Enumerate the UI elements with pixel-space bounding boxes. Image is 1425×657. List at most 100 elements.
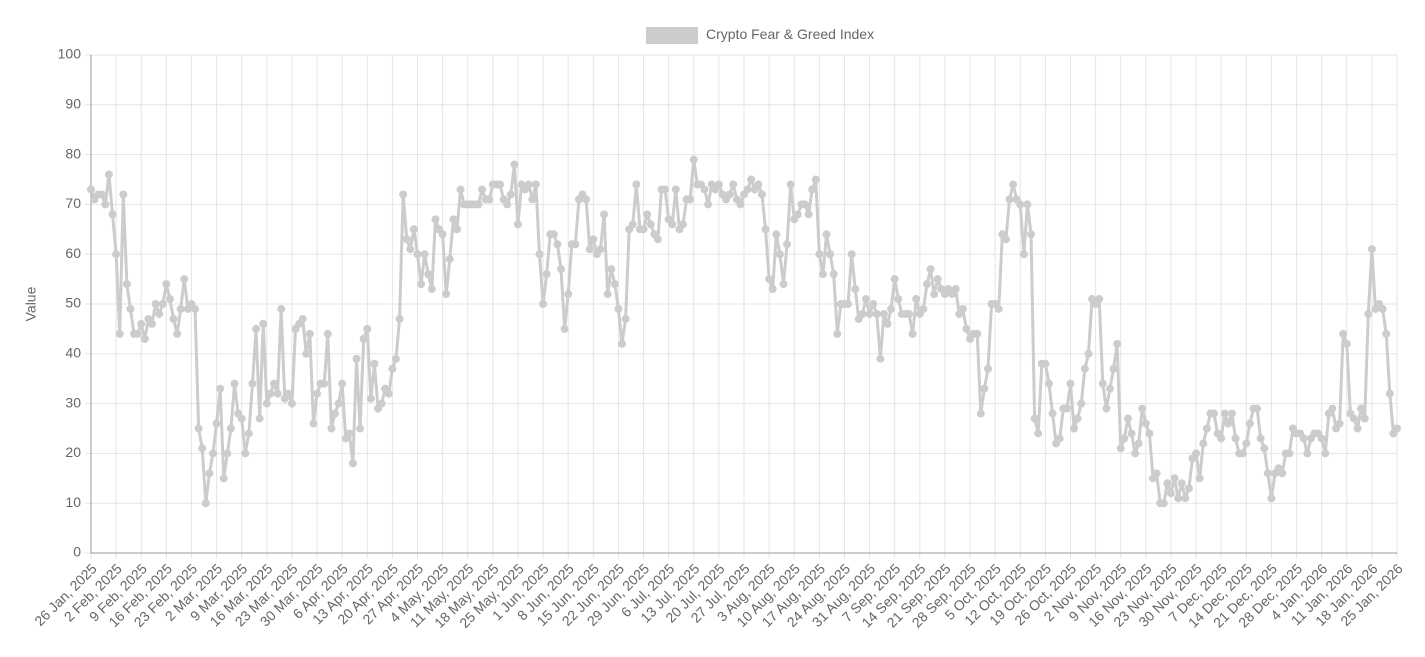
data-point: [775, 250, 784, 259]
data-point: [1095, 295, 1104, 304]
data-point: [829, 270, 838, 279]
data-point: [1335, 419, 1344, 428]
data-point: [1019, 250, 1028, 259]
data-point: [980, 384, 989, 393]
data-point: [912, 295, 921, 304]
data-point: [1070, 424, 1079, 433]
data-point: [557, 265, 566, 274]
data-point: [524, 180, 533, 189]
data-point: [958, 304, 967, 313]
data-point: [1382, 329, 1391, 338]
data-point: [1109, 364, 1118, 373]
y-tick-label: 10: [65, 494, 81, 510]
data-point: [861, 295, 870, 304]
data-point: [768, 285, 777, 294]
data-point: [1062, 404, 1071, 413]
data-point: [1048, 409, 1057, 418]
data-point: [359, 334, 368, 343]
data-point: [603, 290, 612, 299]
data-point: [743, 185, 752, 194]
data-point: [1267, 494, 1276, 503]
data-point: [323, 329, 332, 338]
data-point: [1385, 389, 1394, 398]
data-point: [962, 324, 971, 333]
data-point: [671, 185, 680, 194]
data-point: [757, 190, 766, 199]
data-point: [1278, 469, 1287, 478]
data-point: [1123, 414, 1132, 423]
data-point: [244, 429, 253, 438]
data-point: [1077, 399, 1086, 408]
data-point: [851, 285, 860, 294]
data-point: [582, 195, 591, 204]
data-point: [761, 225, 770, 234]
data-point: [725, 190, 734, 199]
data-point: [1260, 444, 1269, 453]
data-point: [391, 354, 400, 363]
data-point: [1364, 309, 1373, 318]
data-point: [417, 280, 426, 289]
data-point: [930, 290, 939, 299]
data-point: [800, 200, 809, 209]
data-point: [112, 250, 121, 259]
y-tick-label: 50: [65, 295, 81, 311]
data-point: [844, 300, 853, 308]
data-point: [513, 220, 522, 229]
data-point: [804, 210, 813, 219]
data-point: [714, 180, 723, 189]
data-point: [700, 185, 709, 194]
data-point: [1357, 404, 1366, 413]
data-point: [607, 265, 616, 274]
data-point: [485, 195, 494, 204]
data-point: [241, 449, 250, 458]
data-point: [1202, 424, 1211, 433]
legend-label: Crypto Fear & Greed Index: [706, 26, 874, 42]
data-point: [137, 319, 146, 328]
data-point: [553, 240, 562, 249]
data-point: [653, 235, 662, 244]
data-point: [327, 424, 336, 433]
data-point: [643, 210, 652, 219]
data-point: [922, 280, 931, 289]
data-point: [1285, 449, 1294, 458]
data-point: [679, 220, 688, 229]
y-tick-label: 90: [65, 96, 81, 112]
data-point: [1378, 304, 1387, 313]
data-point: [496, 180, 505, 189]
data-point: [1116, 444, 1125, 453]
data-point: [305, 329, 314, 338]
data-point: [628, 220, 637, 229]
data-point: [858, 309, 867, 318]
data-point: [639, 225, 648, 234]
data-point: [933, 275, 942, 284]
data-point: [449, 215, 458, 224]
data-point: [879, 309, 888, 318]
data-point: [205, 469, 214, 478]
data-point: [808, 185, 817, 194]
data-point: [704, 200, 713, 209]
data-point: [668, 220, 677, 229]
data-point: [528, 195, 537, 204]
data-point: [887, 304, 896, 313]
data-point: [786, 180, 795, 189]
data-point: [589, 235, 598, 244]
data-point: [252, 324, 261, 333]
data-point: [1253, 404, 1262, 413]
data-point: [287, 399, 296, 408]
data-point: [783, 240, 792, 249]
data-point: [994, 304, 1003, 313]
data-point: [1005, 195, 1014, 204]
data-point: [983, 364, 992, 373]
data-point: [330, 409, 339, 418]
data-point: [298, 314, 307, 323]
data-point: [133, 329, 142, 338]
data-point: [1159, 499, 1168, 508]
data-point: [1227, 409, 1236, 418]
data-point: [883, 319, 892, 328]
data-point: [420, 250, 429, 259]
data-point: [302, 349, 311, 358]
data-point: [478, 185, 487, 194]
data-point: [226, 424, 235, 433]
data-point: [632, 180, 641, 189]
